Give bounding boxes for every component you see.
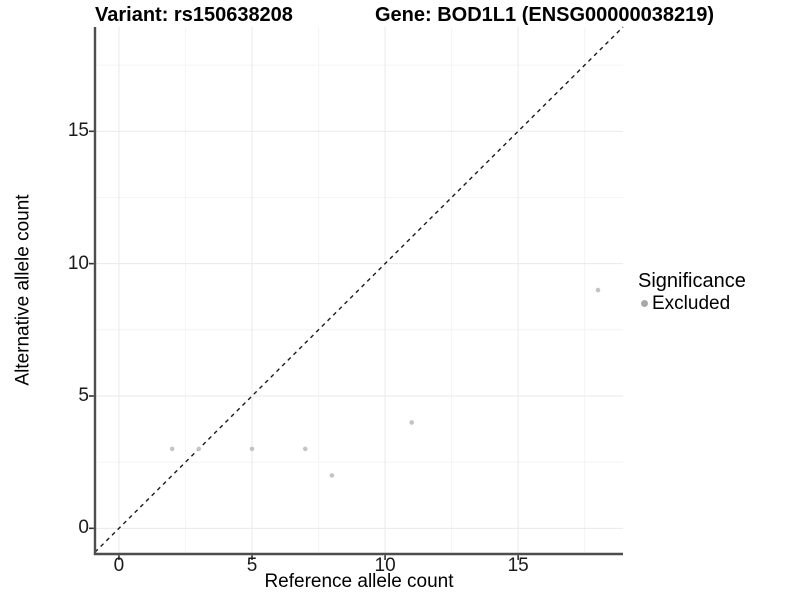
data-point: [595, 287, 601, 293]
plot-title-gene: Gene: BOD1L1 (ENSG00000038219): [375, 4, 715, 26]
identity-dashed-line: [94, 26, 624, 553]
plot-title-variant: Variant: rs150638208: [95, 4, 293, 26]
x-tick-label: 15: [507, 555, 529, 576]
legend: Significance Excluded: [638, 270, 746, 314]
data-point: [302, 446, 308, 452]
legend-title: Significance: [638, 270, 746, 292]
y-tick-label: 15: [67, 120, 89, 142]
y-axis-title: Alternative allele count: [12, 194, 34, 386]
data-point: [196, 446, 202, 452]
excluded-point-icon: [641, 300, 648, 307]
y-tick-label: 0: [78, 517, 89, 539]
data-point: [249, 446, 255, 452]
data-point: [169, 446, 175, 452]
x-tick-label: 10: [374, 555, 396, 576]
x-tick-label: 5: [246, 555, 258, 576]
x-axis-title: Reference allele count: [264, 571, 454, 592]
legend-item-label: Excluded: [652, 293, 731, 314]
x-tick-label: 0: [113, 555, 125, 576]
y-tick-label: 5: [78, 384, 89, 406]
y-tick-label: 10: [67, 252, 89, 274]
data-point: [329, 473, 335, 478]
data-point: [409, 420, 414, 425]
legend-item-excluded: Excluded: [638, 293, 746, 314]
